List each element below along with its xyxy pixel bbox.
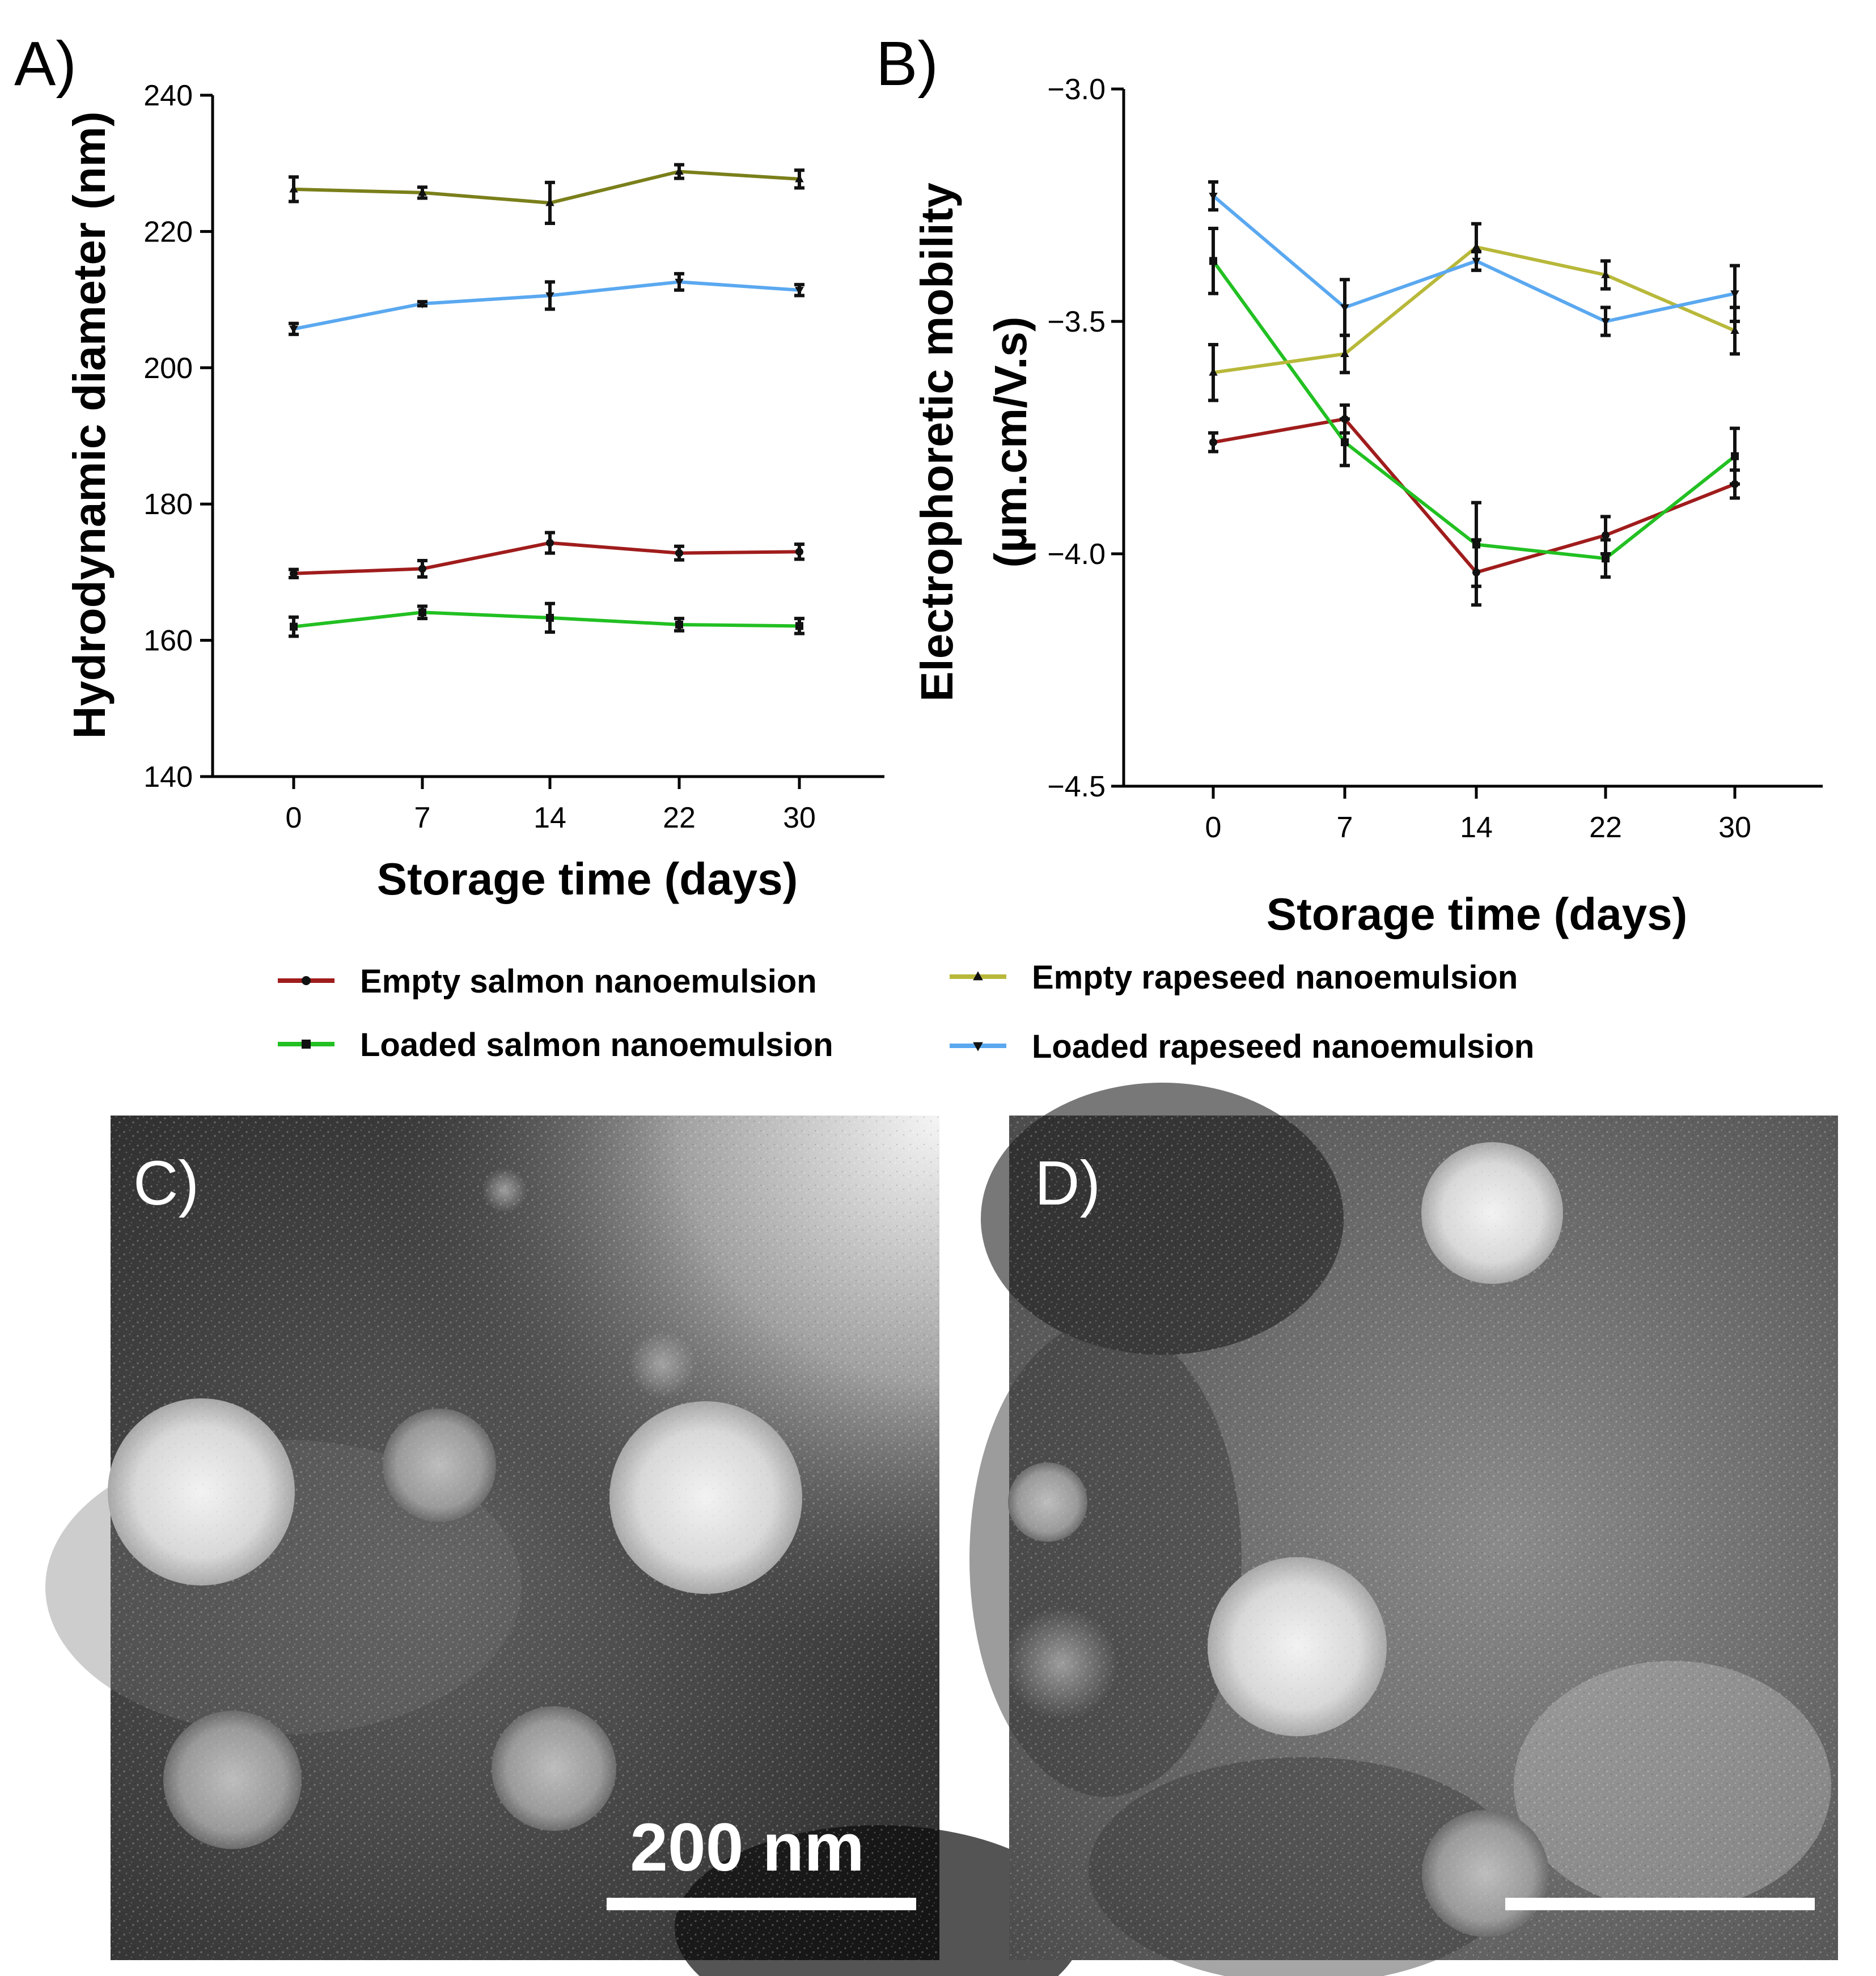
legend-label: Loaded rapeseed nanoemulsion [1032,1028,1534,1065]
data-point [1472,540,1480,549]
legend-label: Empty rapeseed nanoemulsion [1032,959,1518,996]
legend: Empty salmon nanoemulsion Loaded salmon n… [278,959,1534,1065]
data-point [675,620,683,629]
legend-marker [302,976,311,985]
micrograph-d: D) [969,1083,1838,1976]
x-tick-label: 7 [414,802,431,834]
x-tick-label: 30 [783,802,816,834]
x-tick-label: 14 [533,802,566,834]
data-point [795,622,803,630]
data-point [1209,257,1217,265]
data-point [1341,438,1349,447]
data-point [418,188,427,196]
data-point [289,184,298,193]
data-point [675,549,683,557]
series-line [293,169,800,205]
panel-label-c: C) [133,1148,199,1218]
data-point [418,565,426,573]
x-tick-label: 0 [286,802,302,834]
chart-b-series [1208,180,1740,607]
data-point [1472,257,1481,266]
x-tick-label: 30 [1718,811,1751,844]
data-point [418,300,427,309]
data-point [1209,367,1218,376]
data-point [545,198,554,206]
chart-b-xlabel: Storage time (days) [1267,889,1687,939]
legend-marker [302,1040,311,1049]
data-point [795,174,804,183]
y-tick-label: 140 [143,761,193,794]
data-point [545,292,554,300]
x-tick-label: 14 [1460,811,1493,844]
x-tick-label: 22 [1589,811,1622,844]
legend-item: Empty rapeseed nanoemulsion [950,959,1518,996]
data-point [675,167,684,175]
panel-label-b: B) [876,29,938,99]
micrograph-c: C) 200 nm [45,1116,1083,1976]
chart-b-ylabel-line2: (µm.cm/V.s) [985,316,1036,567]
data-point [546,538,554,547]
chart-b-axes: −4.5 −4.0 −3.5 −3.0 0 7 14 22 30 [1047,73,1823,844]
series-line [293,541,800,575]
data-point [546,613,554,622]
y-tick-label: 240 [143,79,193,112]
data-point [1730,290,1739,299]
data-point [1340,304,1349,312]
scale-bar [1505,1898,1815,1910]
chart-a-ylabel: Hydrodynamic diameter (nm) [64,112,115,739]
legend-item: Empty salmon nanoemulsion [278,963,817,1000]
chart-a-series [289,163,804,638]
data-point [1340,349,1349,357]
chart-a-xlabel: Storage time (days) [377,854,798,904]
data-point [1601,270,1610,278]
data-point [1731,452,1739,460]
data-point [1472,242,1481,251]
micrograph-c-grain-overlay [111,1116,939,1960]
legend-label: Empty salmon nanoemulsion [360,963,817,1000]
x-tick-label: 0 [1205,811,1222,844]
chart-panel-a: A) 140 160 180 200 220 240 0 7 14 22 30 Storage ti… [14,29,884,904]
y-tick-label: 220 [143,215,193,248]
legend-label: Loaded salmon nanoemulsion [360,1027,833,1063]
panel-label-a: A) [14,29,77,99]
data-point [1602,554,1610,563]
data-point [795,287,804,295]
data-point [1209,193,1218,201]
legend-marker [973,971,983,981]
data-point [1730,326,1739,334]
x-tick-label: 22 [663,802,696,834]
data-point [289,325,298,334]
chart-panel-b: B) −4.5 −4.0 −3.5 −3.0 0 7 14 22 30 Storage time… [876,29,1823,939]
legend-marker [973,1042,983,1051]
series-line [1213,417,1736,575]
scale-bar-label: 200 nm [630,1809,865,1885]
data-point [1209,438,1217,447]
data-point [1602,531,1610,540]
y-tick-label: −3.5 [1047,306,1106,338]
legend-item: Loaded salmon nanoemulsion [278,1027,833,1063]
series-line [293,280,800,331]
data-point [795,548,803,556]
panel-label-d: D) [1035,1148,1100,1218]
chart-a-axes: 140 160 180 200 220 240 0 7 14 22 30 [143,79,884,834]
y-tick-label: −4.0 [1047,538,1106,571]
scale-bar [607,1898,916,1910]
data-point [290,569,298,578]
y-tick-label: 200 [143,352,193,385]
y-tick-label: −3.0 [1047,73,1106,106]
data-point [1601,318,1610,326]
data-point [290,622,298,631]
y-tick-label: −4.5 [1047,770,1106,803]
legend-item: Loaded rapeseed nanoemulsion [950,1028,1534,1065]
data-point [418,608,426,617]
micrograph-d-grain-overlay [1009,1116,1838,1960]
y-tick-label: 180 [143,488,193,521]
data-point [675,278,684,287]
x-tick-label: 7 [1337,811,1353,844]
y-tick-label: 160 [143,625,193,658]
chart-b-ylabel-line1: Electrophoretic mobility [912,183,962,702]
